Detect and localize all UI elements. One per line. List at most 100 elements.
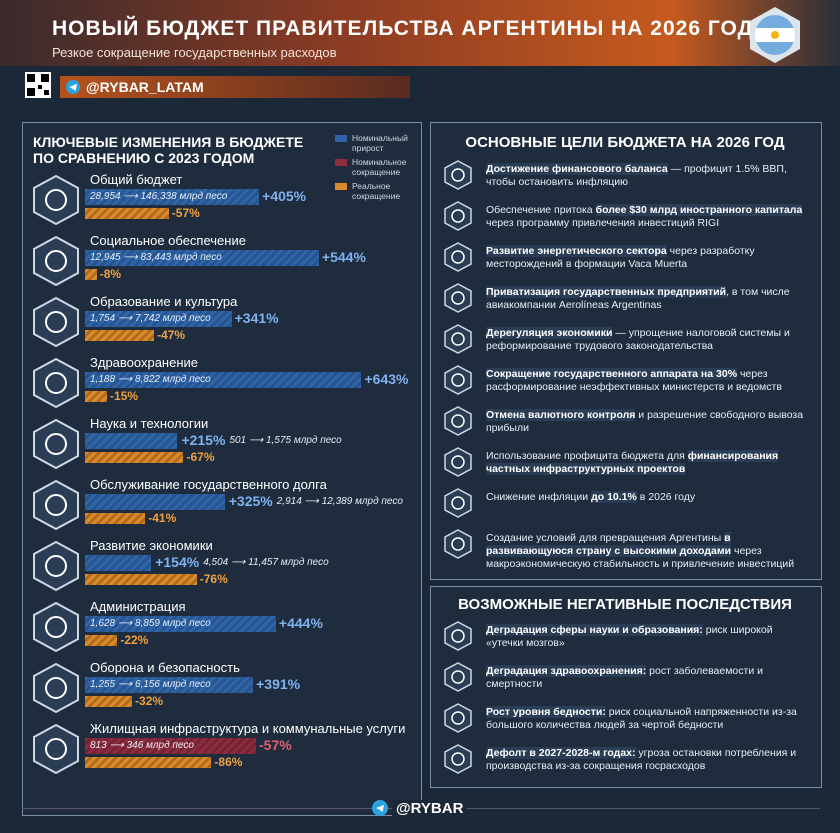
goal-icon (443, 406, 473, 436)
amount-to: 11,457 (248, 557, 278, 568)
amount-to: 346 (126, 740, 144, 751)
amounts: 1,255 ⟶ 6,156 млрд песо (90, 679, 211, 690)
footer-handle: @RYBAR (392, 800, 468, 817)
real-bar (85, 452, 184, 463)
text: угроза остановки потребления и производс… (486, 747, 797, 772)
goal-text: Дерегуляция экономики — упрощение налого… (486, 327, 804, 353)
text-bold: более $30 млрд иностранного капитала (595, 204, 803, 216)
amount-to: 6,156 (134, 679, 160, 690)
nominal-bar (85, 250, 319, 266)
hexagon (444, 160, 472, 190)
amounts: 28,954 ⟶ 146,338 млрд песо (90, 191, 227, 202)
goal-text: Использование профицита бюджета для фина… (486, 450, 804, 476)
item-icon (30, 174, 82, 226)
item-name: Обслуживание государственного долга (90, 477, 327, 492)
telegram-icon (372, 800, 388, 816)
amount-unit: млрд песо (179, 191, 228, 202)
amounts: 1,188 ⟶ 8,822 млрд песо (90, 374, 211, 385)
nominal-label: +341% (234, 310, 279, 326)
negatives-title: ВОЗМОЖНЫЕ НЕГАТИВНЫЕ ПОСЛЕДСТВИЯ (458, 596, 792, 613)
nominal-label: +405% (262, 188, 307, 204)
hexagon (33, 662, 79, 714)
text: Обеспечение притока (486, 204, 596, 216)
flag (750, 7, 800, 63)
text: через разработку месторождений в формаци… (486, 245, 755, 270)
hexagon (444, 529, 472, 559)
arrow: ⟶ (106, 740, 127, 751)
amounts: 4,504 ⟶ 11,457 млрд песо (203, 557, 328, 568)
item-name: Наука и технологии (90, 416, 209, 431)
amount-from: 2,914 (276, 496, 302, 507)
text: и разрешение свободного вывоза прибыли (486, 409, 804, 434)
text: через программу привлечения инвестиций R… (486, 217, 720, 229)
changes-title: КЛЮЧЕВЫЕ ИЗМЕНЕНИЯ В БЮДЖЕТЕ ПО СРАВНЕНИ… (33, 134, 304, 166)
hexagon (33, 296, 79, 348)
nominal-bar (85, 738, 256, 754)
text-bold: Деградация сферы науки и образования: (486, 624, 703, 636)
nominal-bar (85, 372, 362, 388)
amount-to: 7,742 (134, 313, 160, 324)
text-bold: Дефолт в 2027-2028-м годах: (486, 747, 636, 759)
arrow: ⟶ (115, 374, 135, 385)
item-name: Жилищная инфраструктура и коммунальные у… (90, 721, 406, 736)
amounts: 2,914 ⟶ 12,389 млрд песо (277, 496, 403, 507)
item-name: Здравоохранение (90, 355, 199, 370)
text: через расформирование неэффективных мини… (486, 368, 782, 393)
goal-icon (443, 365, 473, 395)
goal-text: Дефолт в 2027-2028-м годах: угроза остан… (486, 747, 804, 773)
arrow: ⟶ (120, 252, 141, 263)
amounts: 1,628 ⟶ 8,859 млрд песо (90, 618, 211, 629)
item-icon (30, 662, 82, 714)
hexagon (33, 235, 79, 287)
goal-icon (443, 242, 473, 272)
item-name: Образование и культура (90, 294, 238, 309)
amount-to: 8,822 (134, 374, 160, 385)
text-bold: Сокращение государственного аппарата на … (486, 368, 738, 380)
real-label: -47% (157, 328, 186, 342)
amount-unit: млрд песо (162, 313, 211, 324)
amount-unit: млрд песо (355, 496, 403, 507)
handle: @RYBAR_LATAM (86, 79, 204, 95)
telegram-icon (66, 80, 80, 94)
nominal-bar (85, 189, 260, 205)
real-label: -8% (99, 267, 122, 281)
goal-text: Рост уровня бедности: риск социальной на… (486, 706, 804, 732)
legend-label: Реальное сокращение (352, 181, 401, 201)
amount-from: 28,954 (90, 191, 121, 202)
goal-text: Создание условий для превращения Аргенти… (486, 532, 804, 571)
hexagon (444, 201, 472, 231)
real-label: -15% (110, 389, 139, 403)
hexagon (33, 357, 79, 409)
goal-icon (443, 529, 473, 559)
nominal-label: +444% (278, 615, 323, 631)
goal-text: Достижение финансового баланса — профици… (486, 163, 804, 189)
amounts: 1,754 ⟶ 7,742 млрд песо (90, 313, 211, 324)
real-bar (85, 696, 133, 707)
nominal-label: +643% (364, 371, 409, 387)
text-bold: до 10.1% (591, 491, 637, 503)
amounts: 813 ⟶ 346 млрд песо (90, 740, 194, 751)
amounts: 501 ⟶ 1,575 млрд песо (229, 435, 341, 446)
text: Снижение инфляции (486, 491, 592, 503)
legend-swatch (335, 159, 347, 166)
amount-unit: млрд песо (173, 252, 222, 263)
qr-code (25, 72, 51, 98)
item-name: Развитие экономики (90, 538, 213, 553)
nominal-label: -57% (259, 737, 292, 753)
text: — профицит 1.5% ВВП, чтобы остановить ин… (486, 163, 787, 188)
hexagon (444, 488, 472, 518)
amount-from: 501 (229, 435, 247, 446)
item-icon (30, 601, 82, 653)
item-icon (30, 418, 82, 470)
item-icon (30, 540, 82, 592)
legend-label: Номинальное сокращение (352, 157, 407, 177)
hexagon (444, 365, 472, 395)
item-name: Общий бюджет (90, 172, 183, 187)
goal-text: Деградация сферы науки и образования: ри… (486, 624, 804, 650)
hexagon (33, 601, 79, 653)
goal-text: Сокращение государственного аппарата на … (486, 368, 804, 394)
real-bar (85, 757, 212, 768)
arrow: ⟶ (115, 618, 135, 629)
text: рост заболеваемости и смертности (486, 665, 763, 690)
real-label: -76% (199, 572, 228, 586)
